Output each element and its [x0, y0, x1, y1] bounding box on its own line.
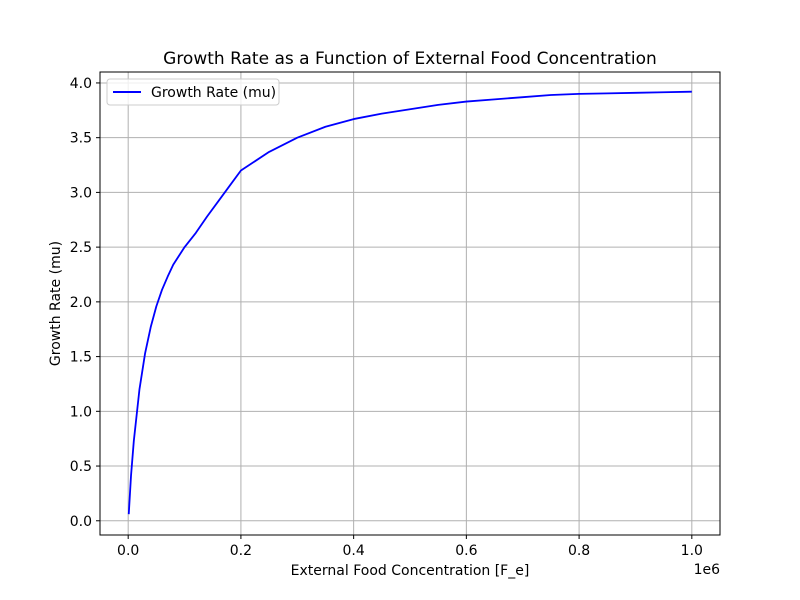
x-tick-label: 0.0: [117, 543, 139, 559]
legend-entry-label: Growth Rate (mu): [151, 85, 276, 101]
y-tick-label: 2.5: [70, 240, 92, 256]
chart-title: Growth Rate as a Function of External Fo…: [163, 49, 657, 69]
plot-frame: [99, 71, 721, 536]
series-line: [127, 90, 692, 515]
y-axis-label: Growth Rate (mu): [48, 241, 64, 366]
y-tick-label: 2.0: [70, 295, 92, 311]
legend: Growth Rate (mu): [106, 78, 280, 106]
y-axis-ticks: 0.0 0.5 1.0 1.5 2.0 2.5 3.0 3.5 4.0: [70, 76, 100, 530]
x-axis-label: External Food Concentration [F_e]: [291, 563, 530, 579]
legend-box: [106, 78, 280, 106]
y-tick-label: 3.5: [70, 131, 92, 147]
grid: [100, 72, 720, 535]
x-tick-label: 0.6: [455, 543, 477, 559]
x-tick-label: 0.4: [343, 543, 365, 559]
y-tick-label: 3.0: [70, 185, 92, 201]
y-tick-label: 1.0: [70, 404, 92, 420]
x-tick-label: 1.0: [681, 543, 703, 559]
series-layer: [127, 90, 692, 515]
x-tick-label: 0.8: [568, 543, 590, 559]
y-tick-label: 1.5: [70, 350, 92, 366]
x-tick-label: 0.2: [230, 543, 252, 559]
y-tick-label: 0.5: [70, 459, 92, 475]
x-axis-ticks: 0.0 0.2 0.4 0.6 0.8 1.0: [117, 535, 703, 559]
y-tick-label: 4.0: [70, 76, 92, 92]
x-axis-offset-label: 1e6: [694, 562, 721, 578]
y-tick-label: 0.0: [70, 514, 92, 530]
plot-area: [100, 72, 720, 535]
